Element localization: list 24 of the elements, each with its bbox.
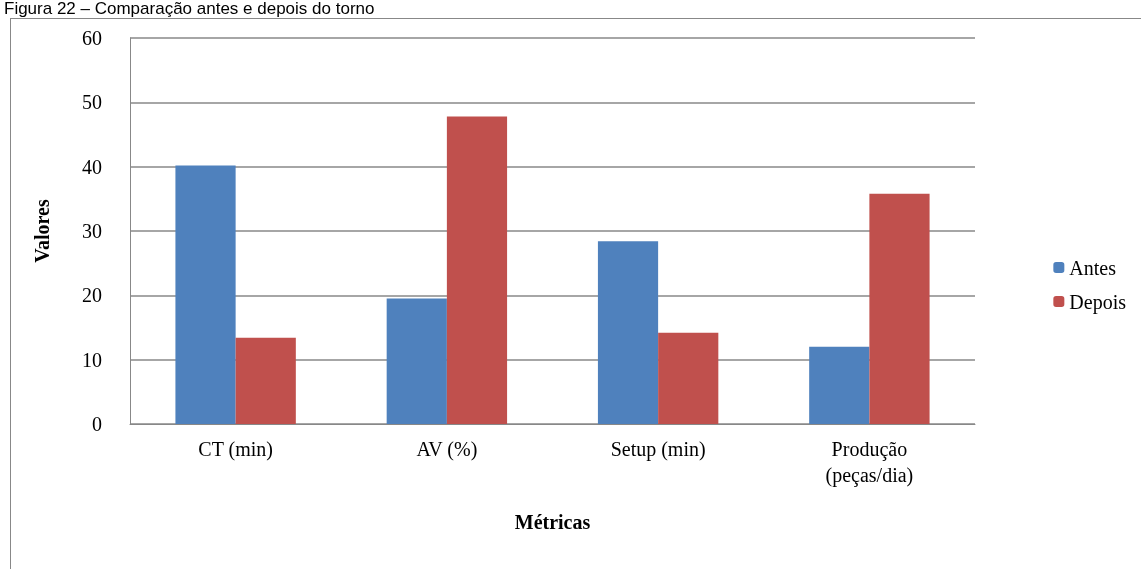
legend-label: Depois: [1069, 290, 1127, 314]
y-tick-label: 10: [82, 348, 102, 371]
y-tick-label: 60: [82, 27, 102, 49]
x-axis-title: Métricas: [514, 511, 591, 533]
legend-label: Antes: [1069, 256, 1117, 279]
y-tick-label: 50: [82, 91, 102, 114]
bar: [809, 346, 870, 424]
x-tick-label: Produção (peças/dia): [825, 438, 914, 487]
bar: [446, 116, 508, 424]
y-tick-label: 0: [92, 413, 102, 435]
bar: [658, 332, 719, 424]
y-tick-label: 40: [82, 155, 102, 178]
y-axis-title: Valores: [31, 199, 53, 263]
x-tick-label: Setup (min): [610, 438, 706, 461]
bar: [597, 241, 659, 424]
bar: [235, 337, 296, 424]
x-tick-label: CT (min): [198, 438, 273, 461]
y-tick-label: 30: [82, 220, 102, 242]
bar: [175, 165, 236, 424]
x-tick-label: AV (%): [416, 438, 478, 461]
bar: [869, 193, 930, 424]
bar: [386, 298, 447, 424]
y-tick-label: 20: [82, 284, 102, 307]
chart-title: Figura 22 – Comparação antes e depois do torno: [4, 0, 375, 18]
